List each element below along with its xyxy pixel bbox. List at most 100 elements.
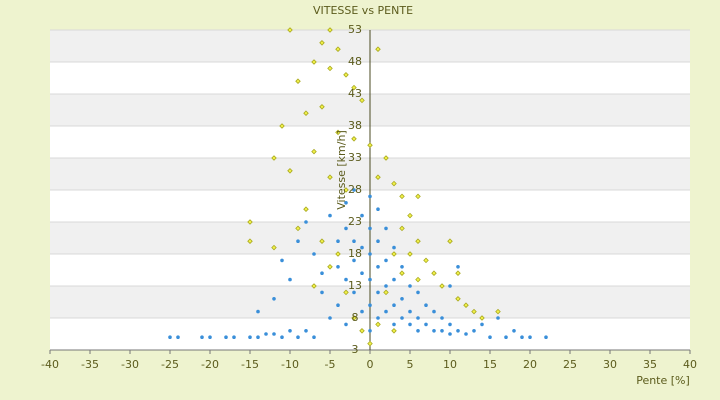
point: [544, 335, 548, 340]
point: [296, 335, 300, 340]
point: [408, 284, 412, 288]
point: [320, 271, 324, 276]
point: [375, 46, 381, 52]
point: [319, 104, 325, 110]
point: [383, 155, 389, 161]
x-axis-label: Pente [%]: [636, 374, 690, 387]
point: [512, 329, 516, 333]
x-tick-label: 35: [643, 358, 657, 371]
y-tick-label: 38: [348, 119, 362, 132]
x-tick-label: -35: [81, 358, 99, 371]
point: [360, 245, 364, 250]
point: [392, 277, 396, 282]
point: [375, 321, 381, 328]
point: [360, 213, 364, 218]
point: [383, 289, 389, 296]
point: [368, 226, 372, 231]
point: [368, 252, 372, 256]
point: [311, 59, 317, 65]
point: [391, 180, 397, 187]
point: [415, 276, 421, 283]
point: [439, 283, 445, 289]
y-tick-label: 8: [352, 311, 359, 324]
point: [351, 136, 357, 142]
point: [431, 270, 437, 276]
point: [368, 329, 372, 333]
x-tick-label: -15: [241, 358, 259, 371]
y-tick-label: 53: [348, 23, 362, 36]
point: [280, 335, 284, 340]
point: [224, 335, 228, 340]
point: [495, 308, 501, 315]
point: [359, 328, 365, 334]
point: [344, 322, 348, 327]
point: [344, 226, 348, 231]
point: [271, 155, 277, 161]
point: [367, 340, 373, 347]
point: [328, 213, 332, 218]
point: [352, 258, 356, 263]
point: [400, 265, 404, 269]
point: [407, 251, 413, 257]
point: [256, 335, 260, 340]
x-tick-label: 0: [367, 358, 374, 371]
point: [408, 322, 412, 327]
point: [336, 303, 340, 308]
point: [384, 309, 388, 314]
point: [440, 329, 444, 333]
point: [376, 316, 380, 320]
point: [367, 142, 373, 148]
point: [279, 123, 285, 129]
point: [311, 148, 317, 155]
point: [327, 65, 333, 72]
point: [335, 46, 341, 52]
point: [272, 297, 276, 301]
point: [399, 225, 405, 232]
point: [399, 193, 405, 200]
point: [464, 332, 468, 336]
point: [343, 289, 349, 296]
point: [408, 309, 412, 314]
point: [312, 252, 316, 256]
point: [392, 245, 396, 250]
point: [415, 238, 421, 244]
point: [288, 277, 292, 282]
point: [311, 283, 317, 289]
point: [376, 207, 380, 211]
point: [247, 219, 253, 225]
point: [456, 329, 460, 333]
point: [296, 239, 300, 243]
point: [368, 303, 372, 308]
y-tick-label: 43: [348, 87, 362, 100]
point: [287, 168, 293, 174]
point: [360, 271, 364, 276]
point: [368, 277, 372, 282]
point: [247, 238, 253, 244]
chart-title: VITESSE vs PENTE: [313, 4, 413, 17]
point: [352, 188, 356, 192]
point: [384, 284, 388, 288]
point: [376, 239, 380, 243]
x-tick-label: -40: [41, 358, 59, 371]
point: [455, 270, 461, 276]
point: [272, 332, 276, 336]
point: [447, 238, 453, 244]
point: [448, 284, 452, 288]
point: [287, 27, 293, 33]
x-tick-label: 20: [523, 358, 537, 371]
point: [359, 97, 365, 104]
x-tick-label: -25: [161, 358, 179, 371]
point: [520, 335, 524, 340]
y-tick-label: 33: [348, 151, 362, 164]
point: [448, 322, 452, 327]
point: [440, 316, 444, 320]
y-tick-label: 28: [348, 183, 362, 196]
point: [528, 335, 532, 340]
point: [208, 335, 212, 340]
point: [335, 251, 341, 257]
point: [344, 201, 348, 205]
x-tick-label: -5: [325, 358, 336, 371]
point: [415, 193, 421, 200]
point: [424, 322, 428, 327]
point: [343, 187, 349, 193]
